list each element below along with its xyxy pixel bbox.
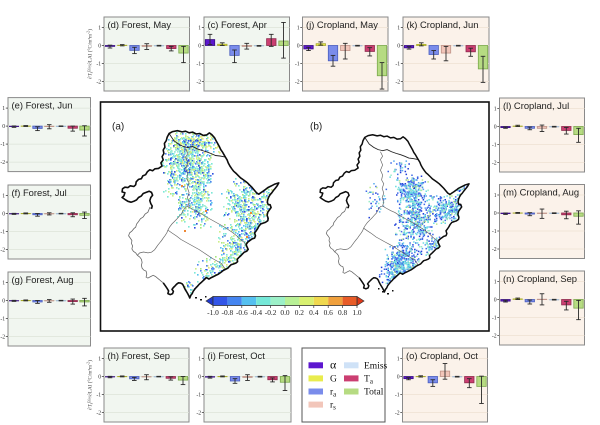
svg-text:(h) Forest, Sep: (h) Forest, Sep bbox=[108, 350, 171, 361]
svg-text:(l) Cropland, Jul: (l) Cropland, Jul bbox=[503, 100, 569, 111]
svg-text:-1: -1 bbox=[395, 392, 400, 398]
svg-text:-1: -1 bbox=[395, 61, 400, 67]
svg-text:0: 0 bbox=[397, 374, 400, 380]
svg-text:-2: -2 bbox=[492, 247, 497, 253]
svg-text:-2: -2 bbox=[96, 410, 101, 416]
svg-text:0.2: 0.2 bbox=[295, 308, 305, 317]
svg-text:1: 1 bbox=[198, 25, 201, 31]
svg-text:ra: ra bbox=[330, 388, 337, 399]
svg-text:-1: -1 bbox=[196, 61, 201, 67]
svg-text:∂TsBio/∂LAI (°C/m²m-2): ∂TsBio/∂LAI (°C/m²m-2) bbox=[87, 29, 94, 79]
svg-text:-2: -2 bbox=[0, 247, 5, 253]
svg-text:-1: -1 bbox=[0, 316, 5, 322]
svg-text:0: 0 bbox=[2, 124, 5, 130]
svg-text:-2: -2 bbox=[196, 410, 201, 416]
svg-text:0: 0 bbox=[98, 374, 101, 380]
svg-text:-2: -2 bbox=[395, 410, 400, 416]
svg-text:-1: -1 bbox=[492, 142, 497, 148]
svg-text:-0.2: -0.2 bbox=[265, 308, 277, 317]
svg-text:-2: -2 bbox=[492, 160, 497, 166]
svg-text:1: 1 bbox=[494, 193, 497, 199]
svg-text:(i) Forest, Oct: (i) Forest, Oct bbox=[208, 350, 266, 361]
svg-text:-2: -2 bbox=[196, 79, 201, 85]
svg-text:0: 0 bbox=[494, 297, 497, 303]
svg-text:(f) Forest, Jul: (f) Forest, Jul bbox=[12, 187, 67, 198]
svg-text:0: 0 bbox=[198, 43, 201, 49]
svg-text:1: 1 bbox=[397, 356, 400, 362]
svg-text:Emiss: Emiss bbox=[364, 361, 388, 371]
svg-text:0.8: 0.8 bbox=[338, 308, 348, 317]
svg-text:1: 1 bbox=[494, 106, 497, 112]
svg-text:0: 0 bbox=[494, 124, 497, 130]
svg-text:1: 1 bbox=[2, 193, 5, 199]
svg-text:0: 0 bbox=[2, 211, 5, 217]
svg-text:-1: -1 bbox=[96, 392, 101, 398]
svg-text:0.0: 0.0 bbox=[280, 308, 290, 317]
svg-text:(d) Forest, May: (d) Forest, May bbox=[108, 19, 172, 30]
svg-text:1: 1 bbox=[397, 25, 400, 31]
svg-text:-2: -2 bbox=[295, 79, 300, 85]
svg-text:0: 0 bbox=[297, 43, 300, 49]
svg-text:α: α bbox=[330, 357, 337, 371]
svg-text:-1: -1 bbox=[492, 315, 497, 321]
svg-text:0: 0 bbox=[2, 298, 5, 304]
svg-text:-0.8: -0.8 bbox=[222, 308, 234, 317]
svg-text:(o) Cropland, Oct: (o) Cropland, Oct bbox=[406, 350, 478, 361]
svg-text:-2: -2 bbox=[395, 79, 400, 85]
svg-text:(e) Forest, Jun: (e) Forest, Jun bbox=[12, 100, 73, 111]
svg-text:(g) Forest, Aug: (g) Forest, Aug bbox=[12, 274, 74, 285]
svg-text:(m) Cropland, Aug: (m) Cropland, Aug bbox=[503, 187, 579, 198]
svg-text:-1.0: -1.0 bbox=[207, 308, 219, 317]
svg-text:-1: -1 bbox=[0, 142, 5, 148]
svg-text:(k) Cropland, Jun: (k) Cropland, Jun bbox=[407, 19, 479, 30]
svg-text:(c) Forest, Apr: (c) Forest, Apr bbox=[208, 19, 267, 30]
svg-text:-1: -1 bbox=[196, 392, 201, 398]
svg-text:-1: -1 bbox=[295, 61, 300, 67]
svg-text:-2: -2 bbox=[0, 160, 5, 166]
svg-text:-2: -2 bbox=[96, 79, 101, 85]
svg-text:-1: -1 bbox=[96, 61, 101, 67]
svg-text:1: 1 bbox=[494, 279, 497, 285]
svg-text:1: 1 bbox=[198, 356, 201, 362]
svg-text:(j) Cropland, May: (j) Cropland, May bbox=[306, 19, 378, 30]
svg-text:-0.6: -0.6 bbox=[236, 308, 248, 317]
svg-text:-2: -2 bbox=[492, 333, 497, 339]
svg-text:1.0: 1.0 bbox=[352, 308, 362, 317]
svg-text:1: 1 bbox=[2, 106, 5, 112]
svg-text:0: 0 bbox=[98, 43, 101, 49]
svg-text:-1: -1 bbox=[0, 229, 5, 235]
svg-text:-0.4: -0.4 bbox=[250, 308, 262, 317]
svg-text:-1: -1 bbox=[492, 229, 497, 235]
svg-text:G: G bbox=[330, 374, 337, 384]
svg-text:Total: Total bbox=[364, 388, 384, 398]
svg-text:0: 0 bbox=[397, 43, 400, 49]
svg-text:0: 0 bbox=[494, 211, 497, 217]
svg-text:-2: -2 bbox=[0, 334, 5, 340]
svg-text:1: 1 bbox=[98, 25, 101, 31]
svg-text:(b): (b) bbox=[310, 122, 322, 133]
svg-text:Ta: Ta bbox=[364, 374, 374, 385]
svg-text:0.6: 0.6 bbox=[324, 308, 334, 317]
svg-text:0: 0 bbox=[198, 374, 201, 380]
svg-text:(n) Cropland, Sep: (n) Cropland, Sep bbox=[503, 273, 577, 284]
svg-text:(a): (a) bbox=[112, 122, 124, 133]
svg-text:1: 1 bbox=[2, 280, 5, 286]
svg-text:rs: rs bbox=[330, 401, 336, 412]
svg-text:∂TsBio/∂LAI (°C/m²m-2): ∂TsBio/∂LAI (°C/m²m-2) bbox=[87, 360, 94, 410]
svg-text:1: 1 bbox=[297, 25, 300, 31]
svg-text:1: 1 bbox=[98, 356, 101, 362]
svg-text:0.4: 0.4 bbox=[309, 308, 319, 317]
